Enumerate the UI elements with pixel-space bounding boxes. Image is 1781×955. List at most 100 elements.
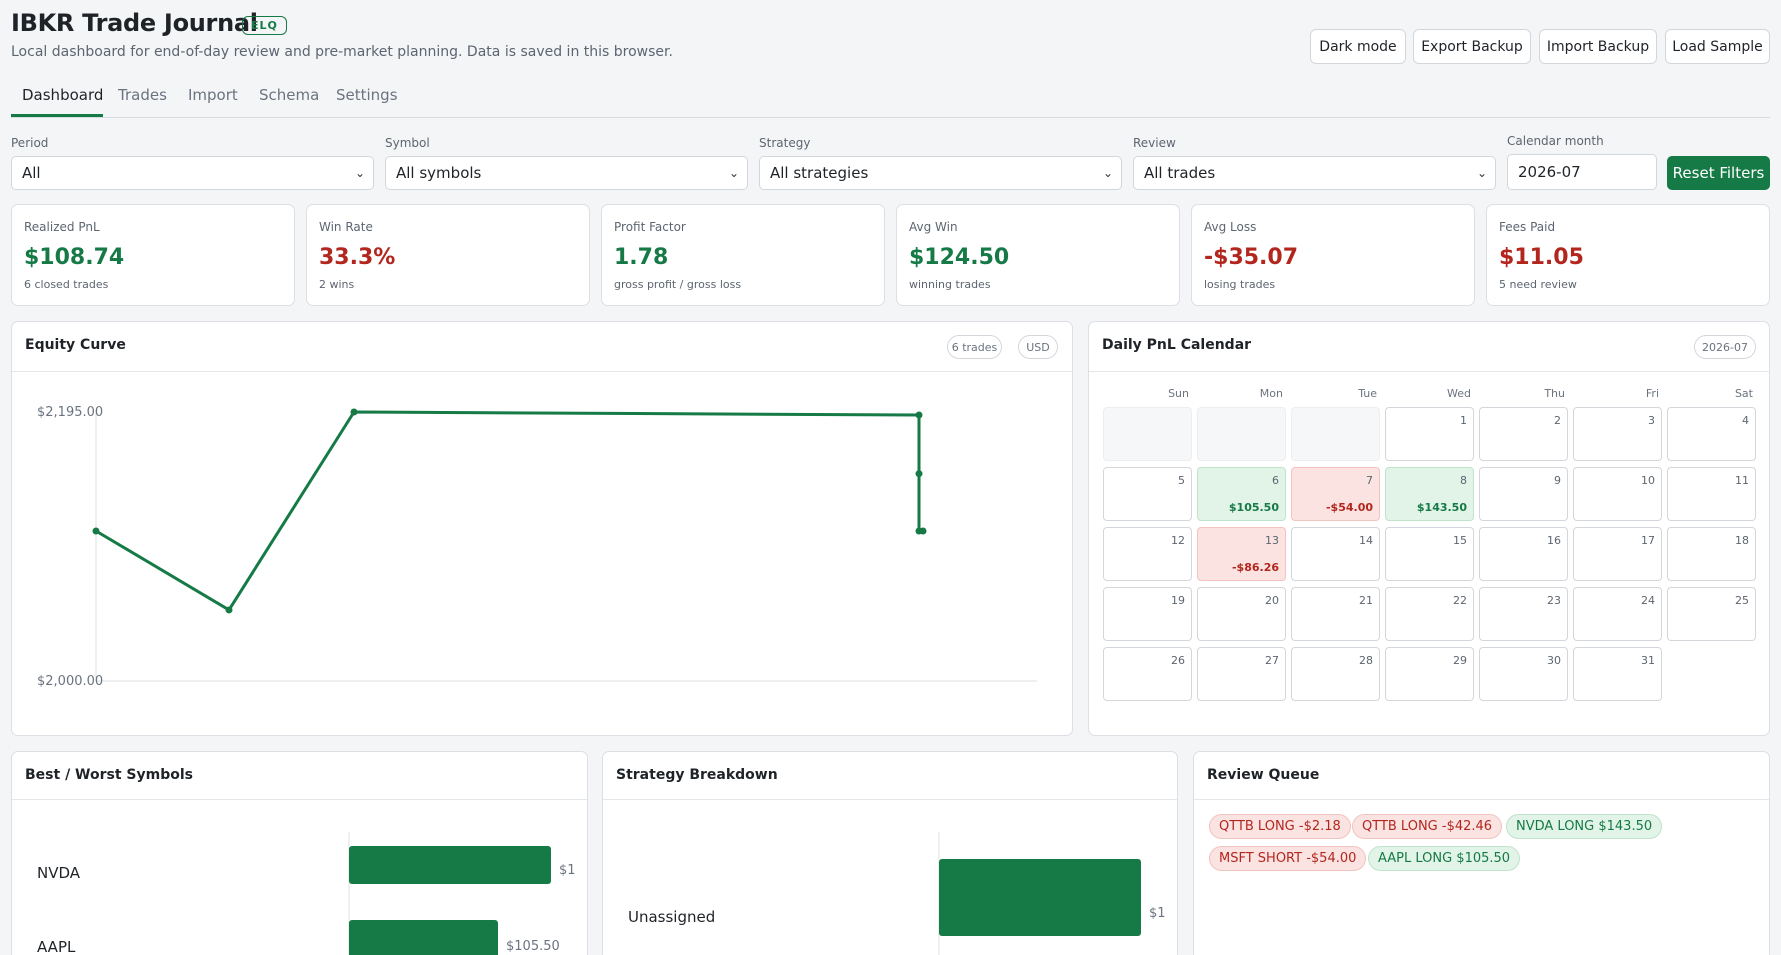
calendar-month-input[interactable]: 2026-07 xyxy=(1507,154,1657,190)
dark-mode-button[interactable]: Dark mode xyxy=(1310,29,1406,64)
review-tag[interactable]: NVDA LONG $143.50 xyxy=(1506,814,1663,839)
strategy-bar-chart: Unassigned $1 xyxy=(628,832,1166,955)
calendar-day-24[interactable]: 24 xyxy=(1573,587,1662,641)
y-bottom-label: $2,000.00 xyxy=(37,674,103,689)
calendar-day-29[interactable]: 29 xyxy=(1385,647,1474,701)
weekday-label: Mon xyxy=(1259,387,1283,400)
day-number: 26 xyxy=(1171,654,1185,667)
calendar-day-26[interactable]: 26 xyxy=(1103,647,1192,701)
import-backup-button[interactable]: Import Backup xyxy=(1539,29,1657,64)
best-worst-panel: Best / Worst Symbols NVDA $1 AAPL $105.5… xyxy=(11,751,588,955)
day-number: 10 xyxy=(1641,474,1655,487)
day-number: 16 xyxy=(1547,534,1561,547)
weekday-label: Thu xyxy=(1544,387,1565,400)
symbol-select[interactable]: All symbols ⌄ xyxy=(385,156,748,190)
review-tag[interactable]: MSFT SHORT -$54.00 xyxy=(1209,846,1367,871)
calendar-day-1[interactable]: 1 xyxy=(1385,407,1474,461)
day-number: 29 xyxy=(1453,654,1467,667)
day-pnl: -$54.00 xyxy=(1325,501,1373,514)
calendar-day-8[interactable]: 8 $143.50 xyxy=(1385,467,1474,521)
day-number: 4 xyxy=(1742,414,1749,427)
calendar-day-14[interactable]: 14 xyxy=(1291,527,1380,581)
equity-point xyxy=(92,527,100,535)
tab-import[interactable]: Import xyxy=(188,86,238,104)
equity-point xyxy=(225,606,233,614)
calendar-day-4[interactable]: 4 xyxy=(1667,407,1756,461)
strategy-label: Strategy xyxy=(759,136,811,150)
calendar-day-7[interactable]: 7 -$54.00 xyxy=(1291,467,1380,521)
kpi-subtext: 5 need review xyxy=(1499,278,1577,291)
symbol-label: Symbol xyxy=(385,136,430,150)
calendar-day-21[interactable]: 21 xyxy=(1291,587,1380,641)
chevron-down-icon: ⌄ xyxy=(1103,166,1114,180)
day-number: 13 xyxy=(1265,534,1279,547)
review-select[interactable]: All trades ⌄ xyxy=(1133,156,1496,190)
calendar-day-15[interactable]: 15 xyxy=(1385,527,1474,581)
strategy-title: Strategy Breakdown xyxy=(616,767,778,783)
day-number: 18 xyxy=(1735,534,1749,547)
tab-dashboard[interactable]: Dashboard xyxy=(22,86,104,104)
app-title: IBKR Trade Journal xyxy=(11,9,258,37)
symbol-label-aapl: AAPL xyxy=(37,938,76,955)
calendar-day-23[interactable]: 23 xyxy=(1479,587,1568,641)
strategy-select[interactable]: All strategies ⌄ xyxy=(759,156,1122,190)
equity-point xyxy=(350,408,358,416)
export-backup-button[interactable]: Export Backup xyxy=(1413,29,1531,64)
reset-filters-button[interactable]: Reset Filters xyxy=(1667,156,1770,190)
load-sample-button[interactable]: Load Sample xyxy=(1665,29,1770,64)
calendar-day-9[interactable]: 9 xyxy=(1479,467,1568,521)
calendar-day-13[interactable]: 13 -$86.26 xyxy=(1197,527,1286,581)
kpi-value: 1.78 xyxy=(614,245,669,270)
calendar-day-11[interactable]: 11 xyxy=(1667,467,1756,521)
tab-schema[interactable]: Schema xyxy=(259,86,320,104)
kpi-label: Realized PnL xyxy=(24,220,100,234)
period-select[interactable]: All ⌄ xyxy=(11,156,374,190)
kpi-card: Avg Loss -$35.07 losing trades xyxy=(1191,204,1475,306)
day-number: 11 xyxy=(1735,474,1749,487)
calendar-day-5[interactable]: 5 xyxy=(1103,467,1192,521)
calendar-day-16[interactable]: 16 xyxy=(1479,527,1568,581)
review-tag[interactable]: AAPL LONG $105.50 xyxy=(1368,846,1521,871)
calendar-day-22[interactable]: 22 xyxy=(1385,587,1474,641)
calendar-day-17[interactable]: 17 xyxy=(1573,527,1662,581)
calendar-day-18[interactable]: 18 xyxy=(1667,527,1756,581)
trade-count-pill: 6 trades xyxy=(947,335,1002,359)
kpi-subtext: 6 closed trades xyxy=(24,278,109,291)
bar-nvda xyxy=(349,846,551,884)
review-value: All trades xyxy=(1144,164,1216,182)
panel-header: Review Queue xyxy=(1194,752,1769,800)
calendar-day-27[interactable]: 27 xyxy=(1197,647,1286,701)
calendar-day-2[interactable]: 2 xyxy=(1479,407,1568,461)
bar-value-nvda: $1 xyxy=(559,863,576,878)
kpi-label: Win Rate xyxy=(319,220,373,234)
weekday-label: Tue xyxy=(1358,387,1377,400)
day-number: 31 xyxy=(1641,654,1655,667)
calendar-day-20[interactable]: 20 xyxy=(1197,587,1286,641)
review-tag[interactable]: QTTB LONG -$2.18 xyxy=(1209,814,1351,839)
kpi-subtext: 2 wins xyxy=(319,278,355,291)
kpi-value: $108.74 xyxy=(24,245,125,270)
calendar-day-31[interactable]: 31 xyxy=(1573,647,1662,701)
calendar-day-6[interactable]: 6 $105.50 xyxy=(1197,467,1286,521)
calendar-panel: Daily PnL Calendar 2026-07 Sun Mon Tue Wed T… xyxy=(1088,321,1770,736)
calendar-empty-cell xyxy=(1103,407,1192,461)
calendar-day-25[interactable]: 25 xyxy=(1667,587,1756,641)
tab-trades[interactable]: Trades xyxy=(118,86,167,104)
symbol-label-nvda: NVDA xyxy=(37,864,81,882)
day-number: 15 xyxy=(1453,534,1467,547)
calendar-day-28[interactable]: 28 xyxy=(1291,647,1380,701)
calendar-day-19[interactable]: 19 xyxy=(1103,587,1192,641)
chevron-down-icon: ⌄ xyxy=(355,166,366,180)
tab-settings[interactable]: Settings xyxy=(336,86,398,104)
calendar-day-3[interactable]: 3 xyxy=(1573,407,1662,461)
calendar-day-10[interactable]: 10 xyxy=(1573,467,1662,521)
calendar-day-30[interactable]: 30 xyxy=(1479,647,1568,701)
kpi-label: Avg Loss xyxy=(1204,220,1257,234)
chevron-down-icon: ⌄ xyxy=(1477,166,1488,180)
calendar-empty-cell xyxy=(1197,407,1286,461)
calendar-day-12[interactable]: 12 xyxy=(1103,527,1192,581)
review-tag[interactable]: QTTB LONG -$42.46 xyxy=(1352,814,1503,839)
equity-point xyxy=(915,411,923,419)
equity-curve-panel: Equity Curve 6 trades USD $2,195.00 $2,0… xyxy=(11,321,1073,736)
kpi-subtext: losing trades xyxy=(1204,278,1276,291)
